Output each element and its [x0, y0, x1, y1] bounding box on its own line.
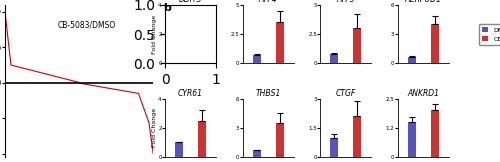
Title: THBS1: THBS1: [256, 89, 281, 98]
Bar: [431, 110, 439, 157]
Bar: [431, 24, 439, 64]
Bar: [252, 55, 260, 64]
Bar: [198, 9, 206, 64]
Bar: [354, 28, 362, 64]
Bar: [276, 22, 284, 64]
Bar: [330, 138, 338, 157]
Legend: DMSO, CB-5083: DMSO, CB-5083: [479, 23, 500, 45]
Bar: [330, 54, 338, 64]
Title: DDIT3: DDIT3: [179, 0, 203, 4]
Y-axis label: Fold Change: Fold Change: [152, 108, 157, 147]
Bar: [408, 57, 416, 64]
Title: ATF3: ATF3: [336, 0, 355, 4]
Bar: [354, 116, 362, 157]
Bar: [276, 123, 284, 157]
Bar: [175, 49, 183, 64]
Bar: [198, 121, 206, 157]
Bar: [175, 143, 183, 157]
Title: CYR61: CYR61: [178, 89, 203, 98]
Text: CB-5083/DMSO: CB-5083/DMSO: [58, 20, 116, 29]
Text: b: b: [162, 3, 170, 13]
Title: ANKRD1: ANKRD1: [408, 89, 440, 98]
Bar: [408, 122, 416, 157]
Title: ATF4: ATF4: [259, 0, 278, 4]
Bar: [252, 150, 260, 157]
Y-axis label: Fold Change: Fold Change: [152, 15, 157, 54]
Title: HERPUD1: HERPUD1: [405, 0, 442, 4]
Title: CTGF: CTGF: [336, 89, 356, 98]
